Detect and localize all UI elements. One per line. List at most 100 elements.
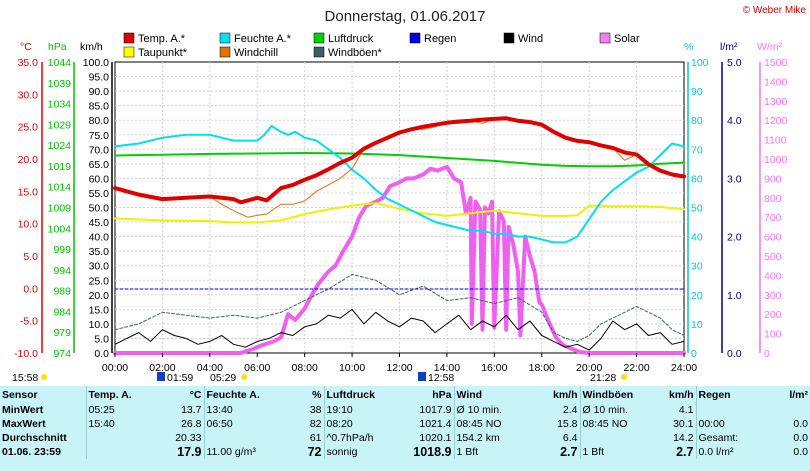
- table-cell: 0.0: [793, 432, 808, 444]
- summary-table-panel: Sensor Temp. A. °C Feuchte A. % Luftdruc…: [0, 386, 810, 471]
- temp-tick-label: 35.0: [18, 57, 39, 69]
- sunrise-label-a: 01:59: [167, 372, 193, 384]
- wind-tick-label: 20.0: [89, 290, 110, 302]
- legend-label: Windchill: [234, 47, 278, 59]
- solar-tick-label: 1300: [764, 96, 788, 108]
- temp-tick-label: 30.0: [18, 89, 39, 101]
- legend-swatch: [123, 32, 135, 44]
- solar-tick-label: 1500: [764, 57, 788, 69]
- wind-tick-label: 50.0: [89, 203, 110, 215]
- table-cell: 2.4: [562, 404, 578, 416]
- table-cell: 82: [309, 418, 322, 430]
- legend: Temp. A.* Feuchte A.* Luftdruck Regen Wind So…: [123, 32, 640, 59]
- wind-tick-label: 80.0: [89, 115, 110, 127]
- table-cell: 2.7: [676, 445, 694, 459]
- series-line-luftdruck: [114, 152, 685, 168]
- x-tick-label: 00:00: [102, 362, 128, 374]
- wind-tick-label: 45.0: [89, 217, 110, 229]
- table-cell: 00:00: [695, 417, 758, 431]
- legend-swatch: [219, 32, 231, 44]
- table-cell: 30.1: [673, 418, 694, 430]
- legend-label: Temp. A.*: [138, 33, 186, 45]
- table-header-cell: Windböen: [579, 386, 652, 403]
- wind-tick-label: 60.0: [89, 173, 110, 185]
- table-header-cell: km/h: [552, 388, 578, 401]
- sunrise-icon: [157, 372, 165, 381]
- table-cell: 1021.4: [419, 418, 452, 430]
- table-header-cell: Temp. A.: [85, 386, 146, 403]
- humidity-tick-label: 80: [691, 115, 703, 127]
- solar-tick-label: 900: [764, 173, 782, 185]
- pressure-tick-label: 1004: [48, 223, 72, 235]
- table-cell: 14.2: [673, 432, 694, 444]
- table-cell: 08:45 NO: [453, 417, 532, 431]
- rain-tick-label: 4.0: [727, 115, 742, 127]
- solar-tick-label: 0: [764, 348, 770, 360]
- table-row: MinWert 05:25 13.7 13:40 38 19:10 1017.9…: [0, 403, 810, 417]
- table-cell: [85, 431, 146, 445]
- grid: [115, 62, 684, 353]
- table-cell: Ø 10 min.: [453, 403, 532, 417]
- table-cell: 17.9: [177, 445, 202, 459]
- legend-label: Wind: [518, 33, 543, 45]
- table-row: 01.06. 23:59 17.9 11.00 g/m³ 72 sonnig 1…: [0, 445, 810, 459]
- legend-label: Luftdruck: [328, 33, 374, 45]
- x-tick-label: 16:00: [481, 362, 507, 374]
- table-header-row: Sensor Temp. A. °C Feuchte A. % Luftdruc…: [0, 386, 810, 403]
- table-header-cell: %: [312, 388, 322, 401]
- table-header-cell: l/m²: [789, 388, 808, 401]
- table-cell: 06:50: [203, 417, 280, 431]
- pressure-tick-label: 1039: [48, 78, 72, 90]
- table-cell: 2.7: [560, 445, 578, 459]
- wind-tick-label: 40.0: [89, 232, 110, 244]
- humidity-tick-label: 20: [691, 290, 703, 302]
- wind-tick-label: 75.0: [89, 130, 110, 142]
- rain-tick-label: 1.0: [727, 290, 742, 302]
- wind-tick-label: 10.0: [89, 319, 110, 331]
- solar-tick-label: 700: [764, 212, 782, 224]
- table-cell: ^0.7hPa/h: [323, 431, 396, 445]
- table-cell: 1017.9: [419, 404, 452, 416]
- legend-swatch: [313, 46, 325, 58]
- humidity-tick-label: 70: [691, 144, 703, 156]
- table-header-cell: km/h: [668, 388, 694, 401]
- pressure-tick-label: 1029: [48, 119, 72, 131]
- wind-tick-label: 0.0: [94, 348, 109, 360]
- table-header-cell: Luftdruck: [323, 386, 396, 403]
- humidity-tick-label: 30: [691, 261, 703, 273]
- humidity-tick-label: 10: [691, 319, 703, 331]
- solar-tick-label: 800: [764, 193, 782, 205]
- x-tick-label: 06:00: [244, 362, 270, 374]
- humidity-unit-label: %: [684, 41, 693, 53]
- legend-label: Regen: [424, 33, 456, 45]
- table-cell: 20.33: [175, 432, 202, 444]
- table-cell: 08:45 NO: [579, 417, 652, 431]
- wind-tick-label: 30.0: [89, 261, 110, 273]
- table-cell: 4.1: [678, 404, 694, 416]
- table-cell: 38: [309, 404, 322, 416]
- table-cell: 1 Bft: [579, 445, 652, 459]
- pressure-tick-label: 999: [53, 244, 71, 256]
- table-cell: [579, 431, 652, 445]
- legend-swatch: [599, 32, 611, 44]
- series-line-wind: [114, 308, 685, 351]
- x-axis: 00:00 02:00 04:00 06:00 08:00 10:00 12:00 14:00…: [102, 353, 697, 374]
- legend-label: Windböen*: [328, 47, 383, 59]
- pressure-tick-label: 1034: [48, 99, 72, 111]
- sunset-time-label: 21:28: [590, 372, 616, 384]
- pressure-tick-label: 1009: [48, 203, 72, 215]
- legend-swatch: [219, 46, 231, 58]
- temp-tick-label: 20.0: [18, 154, 39, 166]
- legend-label: Feuchte A.*: [234, 33, 292, 45]
- pressure-unit-label: hPa: [48, 41, 67, 53]
- table-cell: 1018.9: [413, 445, 452, 459]
- wind-tick-label: 95.0: [89, 72, 110, 84]
- x-tick-label: 20:00: [576, 362, 602, 374]
- x-tick-label: 08:00: [292, 362, 318, 374]
- table-cell: 15:40: [85, 417, 146, 431]
- x-tick-label: 02:00: [149, 362, 175, 374]
- wind-tick-label: 90.0: [89, 86, 110, 98]
- table-row: MaxWert 15:40 26.8 06:50 82 08:20 1021.4…: [0, 417, 810, 431]
- table-cell: 13:40: [203, 403, 280, 417]
- table-cell: [758, 403, 810, 417]
